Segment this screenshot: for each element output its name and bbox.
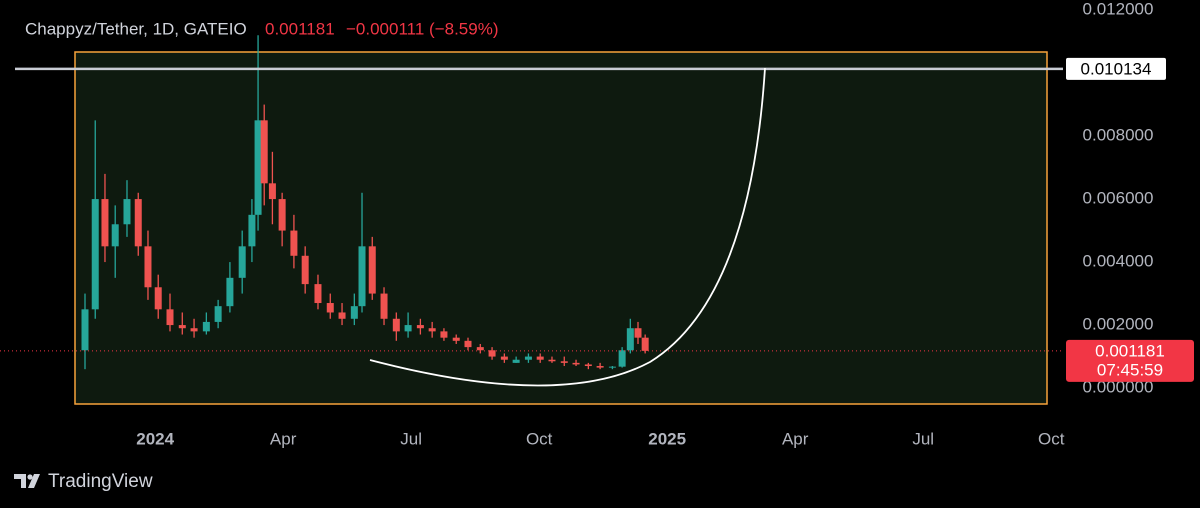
candle-body <box>368 246 376 294</box>
candle-body <box>248 214 256 247</box>
candle-body <box>238 246 246 278</box>
price-change: −0.000111 (−8.59%) <box>346 19 499 38</box>
candle-body <box>81 309 89 351</box>
last-price-label: 0.001181 <box>1095 341 1165 360</box>
candle-body <box>608 366 616 368</box>
candle-body <box>572 362 580 365</box>
x-tick-label: Jul <box>400 429 422 448</box>
x-tick-label: Jul <box>912 429 934 448</box>
candle-body <box>626 328 634 351</box>
candle-body <box>101 199 109 247</box>
cup-curve <box>369 67 766 387</box>
axes: 0.000000 0.002000 0.004000 0.006000 0.008000… <box>136 0 1194 461</box>
level-label: 0.010134 <box>1081 59 1152 78</box>
candle-body <box>548 359 556 362</box>
candle-body <box>524 356 532 360</box>
candle-body <box>314 284 322 304</box>
candle-body <box>254 120 262 215</box>
last-price-tag <box>1066 339 1194 382</box>
x-tick-label: Oct <box>526 429 553 448</box>
y-tick-label: 0.006000 <box>1083 189 1154 208</box>
candle-body <box>500 356 508 360</box>
candle-body <box>123 199 131 225</box>
candle-body <box>641 337 649 351</box>
candle-body <box>392 318 400 332</box>
candle-body <box>488 350 496 357</box>
x-tick-label: Apr <box>782 429 809 448</box>
candle-body <box>596 366 604 368</box>
y-tick-label: 0.000000 <box>1083 378 1154 397</box>
logo-icon <box>14 474 40 488</box>
x-tick-label: Apr <box>270 429 297 448</box>
candle-body <box>166 309 174 326</box>
candle-body <box>358 246 366 307</box>
candle-body <box>178 325 186 329</box>
y-tick-label: 0.012000 <box>1083 0 1154 19</box>
candle-body <box>260 120 268 184</box>
y-tick-label: 0.004000 <box>1083 252 1154 271</box>
candle-body <box>476 347 484 351</box>
symbol-title: Chappyz/Tether, 1D, GATEIO <box>25 19 247 38</box>
candle-body <box>338 312 346 319</box>
candle-body <box>154 287 162 310</box>
countdown-label: 07:45:59 <box>1097 360 1163 379</box>
candle-body <box>301 255 309 285</box>
brand-logo: TradingView <box>14 471 153 492</box>
level-tag <box>1066 57 1166 80</box>
candle-body <box>634 328 642 338</box>
candle-body <box>290 230 298 256</box>
candle-body <box>226 277 234 307</box>
candle-body <box>452 337 460 341</box>
candle-body <box>464 340 472 348</box>
candle-body <box>202 321 210 332</box>
candle-body <box>618 350 626 367</box>
candle-body <box>428 328 436 332</box>
brand-name: TradingView <box>48 471 153 492</box>
y-tick-label: 0.008000 <box>1083 126 1154 145</box>
candle-body <box>278 199 286 231</box>
candle-body <box>536 356 544 360</box>
candle-body <box>91 199 99 310</box>
candle-body <box>214 306 222 322</box>
candle-body <box>268 183 276 200</box>
candle-body <box>404 325 412 332</box>
candle-body <box>380 293 388 319</box>
candle-body <box>350 306 358 319</box>
logo-dot <box>27 474 33 480</box>
candle-body <box>584 364 592 367</box>
x-tick-label: 2024 <box>136 429 174 448</box>
candle-body <box>560 361 568 363</box>
x-tick-label: Oct <box>1038 429 1065 448</box>
candle-body <box>440 331 448 338</box>
plot-area <box>0 35 1063 370</box>
last-price: 0.001181 <box>265 19 335 38</box>
candle-body <box>512 359 520 363</box>
candle-body <box>190 328 198 332</box>
candle-body <box>134 199 142 247</box>
x-tick-label: 2025 <box>648 429 686 448</box>
candle-body <box>326 303 334 313</box>
candle-body <box>111 224 119 247</box>
y-tick-label: 0.002000 <box>1083 315 1154 334</box>
candle-body <box>416 325 424 329</box>
candle-body <box>144 246 152 288</box>
range-box <box>74 51 1048 405</box>
